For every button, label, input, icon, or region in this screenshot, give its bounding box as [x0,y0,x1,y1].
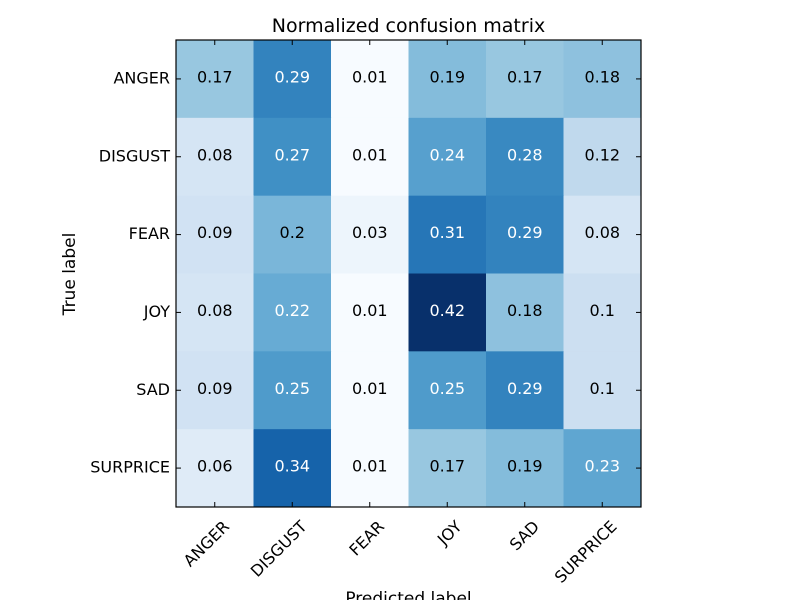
cell-value-label: 0.09 [197,223,233,242]
heatmap-cell [563,117,642,197]
cell-value-label: 0.01 [352,145,388,164]
cell-value-label: 0.22 [274,301,310,320]
heatmap-cell [331,40,409,119]
heatmap-cell [408,117,487,197]
cell-value-label: 0.18 [507,301,543,320]
heatmap-cell [176,273,254,352]
heatmap-cell [486,429,564,508]
heatmap-cell [253,351,332,430]
heatmap-cell [253,117,332,197]
heatmap-cells [176,40,642,508]
cell-value-label: 0.19 [507,457,543,476]
cell-value-labels: 0.17 0.29 0.01 0.19 0.17 0.18 0.08 0.27 0.01 0.24… [197,67,620,475]
cell-value-label: 0.18 [584,67,620,86]
heatmap-cell [563,351,642,430]
cell-value-label: 0.01 [352,67,388,86]
y-tick-label: FEAR [129,224,170,243]
heatmap-cell [331,117,409,197]
cell-value-label: 0.01 [352,301,388,320]
heatmap-cell [331,195,409,274]
heatmap-cell [408,195,487,274]
heatmap-cell [563,195,642,274]
cell-value-label: 0.08 [197,301,233,320]
heatmap-cell [331,351,409,430]
heatmap-cell [486,273,564,352]
heatmap-cell [408,429,487,508]
heatmap-cell [563,429,642,508]
heatmap-cell [408,351,487,430]
heatmap-cell [253,195,332,274]
y-tick-label: SURPRICE [90,458,170,477]
y-tick-labels: ANGER DISGUST FEAR JOY SAD SURPRICE [90,68,170,476]
y-axis-label: True label [60,233,80,317]
heatmap-cell [176,195,254,274]
cell-value-label: 0.17 [197,67,233,86]
cell-value-label: 0.01 [352,379,388,398]
heatmap-cell [486,40,564,119]
cell-value-label: 0.17 [507,67,543,86]
cell-value-label: 0.08 [197,145,233,164]
cell-value-label: 0.42 [429,301,465,320]
heatmap-cell [176,351,254,430]
heatmap-cell [408,273,487,352]
heatmap-cell [486,195,564,274]
cell-value-label: 0.34 [274,457,310,476]
y-tick-label: DISGUST [99,146,170,165]
cell-value-label: 0.29 [274,67,310,86]
heatmap-cell [253,40,332,119]
heatmap-cell [176,117,254,197]
cell-value-label: 0.31 [429,223,465,242]
y-tick-label: JOY [143,302,170,321]
heatmap-cell [486,117,564,197]
cell-value-label: 0.29 [507,379,543,398]
cell-value-label: 0.03 [352,223,388,242]
cell-value-label: 0.27 [274,145,310,164]
heatmap-cell [253,273,332,352]
heatmap-cell [176,40,254,119]
cell-value-label: 0.24 [429,145,465,164]
cell-value-label: 0.17 [429,457,465,476]
heatmap-cell [486,351,564,430]
cell-value-label: 0.1 [590,301,615,320]
cell-value-label: 0.23 [584,457,620,476]
cell-value-label: 0.28 [507,145,543,164]
y-tick-label: SAD [136,380,170,399]
cell-value-label: 0.12 [584,145,620,164]
cell-value-label: 0.29 [507,223,543,242]
x-axis-label: Predicted label [345,589,471,600]
heatmap-cell [253,429,332,508]
plot-frame [175,39,642,508]
heatmap-cell [331,273,409,352]
heatmap-cell [176,429,254,508]
cell-value-label: 0.01 [352,457,388,476]
cell-value-label: 0.09 [197,379,233,398]
cell-value-label: 0.1 [590,379,615,398]
cell-value-label: 0.19 [429,67,465,86]
cell-value-label: 0.06 [197,457,233,476]
heatmap-cell [408,40,487,119]
axis-ticks [176,40,641,507]
heatmap-cell [563,273,642,352]
heatmap-cell [563,40,642,119]
cell-value-label: 0.25 [274,379,310,398]
chart-title: Normalized confusion matrix [272,15,545,37]
heatmap-cell [331,429,409,508]
y-tick-label: ANGER [113,68,170,87]
cell-value-label: 0.08 [584,223,620,242]
cell-value-label: 0.2 [280,223,305,242]
cell-value-label: 0.25 [429,379,465,398]
